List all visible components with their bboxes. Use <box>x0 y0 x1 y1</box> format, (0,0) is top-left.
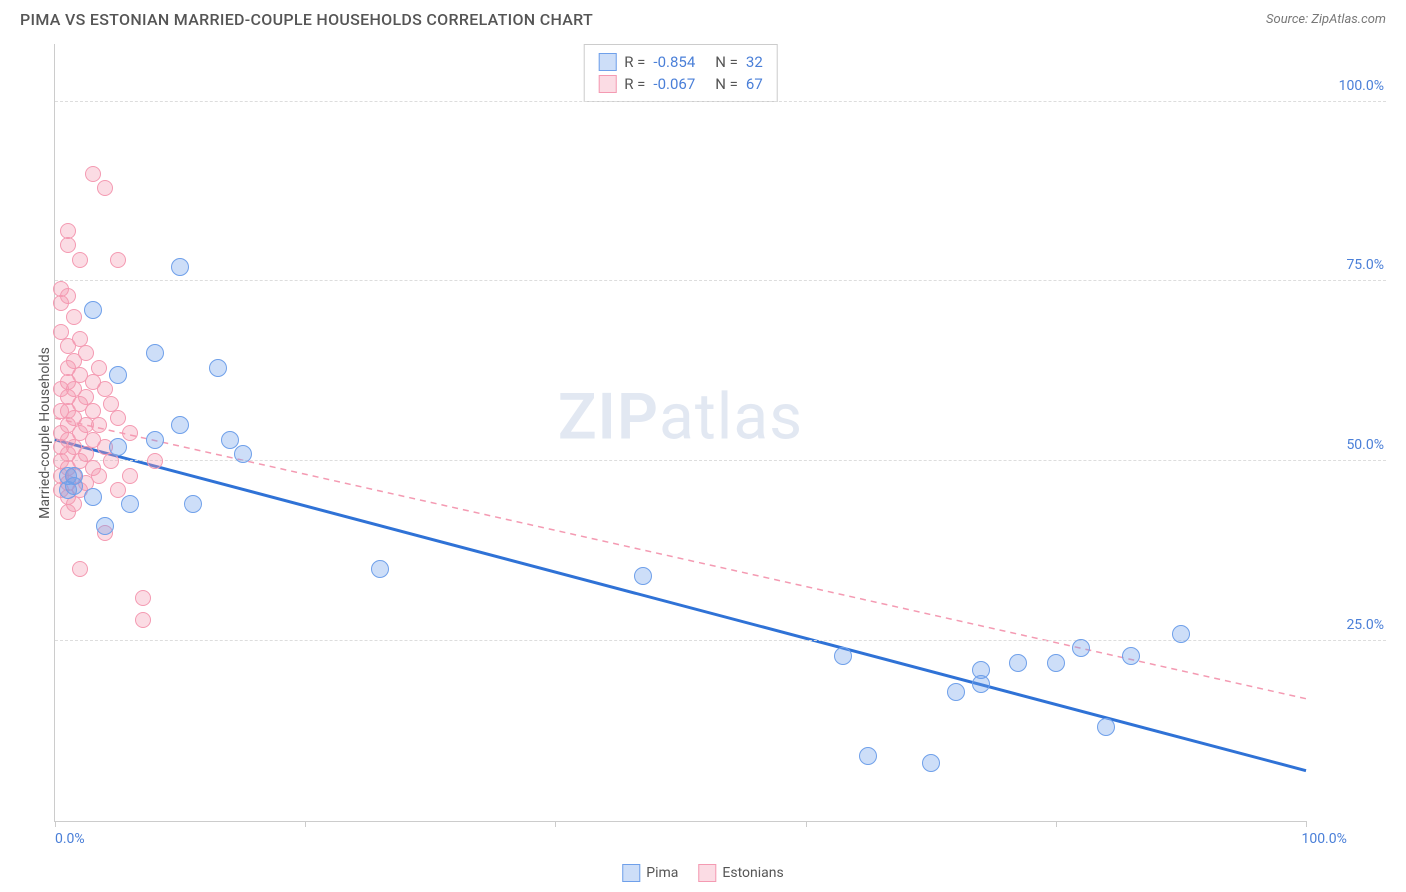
estonians-point <box>147 453 163 469</box>
estonians-point <box>122 425 138 441</box>
source-label: Source: ZipAtlas.com <box>1266 12 1386 27</box>
pima-point <box>634 567 652 585</box>
trend-lines-svg <box>55 44 1306 821</box>
x-tick <box>555 821 556 827</box>
pima-point <box>972 661 990 679</box>
stat-r-label: R = <box>624 75 645 93</box>
estonians-point <box>72 561 88 577</box>
stat-r-value: -0.067 <box>653 75 695 93</box>
pima-point <box>146 344 164 362</box>
stats-swatch <box>598 53 616 71</box>
legend-item: Pima <box>622 864 678 882</box>
estonians-point <box>135 590 151 606</box>
estonians-point <box>122 468 138 484</box>
x-tick <box>1306 821 1307 827</box>
pima-point <box>1172 625 1190 643</box>
estonians-point <box>97 180 113 196</box>
estonians-point <box>60 237 76 253</box>
pima-point <box>171 258 189 276</box>
chart-container: Married-couple Households ZIPatlas R =-0… <box>20 44 1386 852</box>
y-tick-label: 25.0% <box>1346 617 1384 633</box>
chart-title: PIMA VS ESTONIAN MARRIED-COUPLE HOUSEHOL… <box>20 10 593 29</box>
legend-swatch <box>622 864 640 882</box>
pima-point <box>146 431 164 449</box>
y-tick-label: 75.0% <box>1346 257 1384 273</box>
pima-trend-line <box>55 440 1306 771</box>
stat-n-label: N = <box>715 75 738 93</box>
pima-point <box>1072 639 1090 657</box>
stats-swatch <box>598 75 616 93</box>
x-tick <box>806 821 807 827</box>
x-tick-label-left: 0.0% <box>55 831 85 847</box>
y-tick-label: 50.0% <box>1346 437 1384 453</box>
x-tick <box>305 821 306 827</box>
estonians-point <box>66 309 82 325</box>
estonians-point <box>78 345 94 361</box>
pima-point <box>922 754 940 772</box>
estonians-point <box>110 410 126 426</box>
pima-point <box>109 366 127 384</box>
pima-point <box>947 683 965 701</box>
estonians-point <box>60 288 76 304</box>
estonians-point <box>110 482 126 498</box>
gridline <box>55 460 1386 461</box>
estonians-point <box>91 417 107 433</box>
stats-row: R = -0.854 N = 32 <box>598 51 763 73</box>
pima-point <box>1122 647 1140 665</box>
pima-point <box>234 445 252 463</box>
legend-item: Estonians <box>698 864 783 882</box>
x-tick <box>55 821 56 827</box>
estonians-point <box>91 468 107 484</box>
legend-label: Pima <box>646 865 678 881</box>
stat-r-label: R = <box>624 53 645 71</box>
pima-point <box>65 467 83 485</box>
estonians-point <box>91 360 107 376</box>
stat-n-value: 32 <box>746 53 763 71</box>
plot-area: Married-couple Households ZIPatlas R =-0… <box>54 44 1306 822</box>
pima-point <box>834 647 852 665</box>
estonians-point <box>135 612 151 628</box>
chart-header: PIMA VS ESTONIAN MARRIED-COUPLE HOUSEHOL… <box>0 0 1406 35</box>
bottom-legend: Pima Estonians <box>622 864 783 882</box>
estonians-point <box>110 252 126 268</box>
pima-point <box>96 517 114 535</box>
gridline <box>55 280 1386 281</box>
pima-point <box>171 416 189 434</box>
y-axis-label: Married-couple Households <box>37 347 53 519</box>
x-tick-label-right: 100.0% <box>1301 831 1346 847</box>
pima-point <box>1047 654 1065 672</box>
pima-point <box>209 359 227 377</box>
stats-box: R = -0.854 N = 32 R = -0.067 N = 67 <box>583 44 778 102</box>
pima-point <box>84 488 102 506</box>
legend-swatch <box>698 864 716 882</box>
pima-point <box>109 438 127 456</box>
stat-r-value: -0.854 <box>653 53 695 71</box>
pima-point <box>1097 718 1115 736</box>
pima-point <box>1009 654 1027 672</box>
stats-row: R = -0.067 N = 67 <box>598 73 763 95</box>
legend-label: Estonians <box>722 865 783 881</box>
stat-n-value: 67 <box>746 75 763 93</box>
stat-n-label: N = <box>715 53 738 71</box>
pima-point <box>859 747 877 765</box>
pima-point <box>371 560 389 578</box>
y-tick-label: 100.0% <box>1339 78 1384 94</box>
x-tick <box>1056 821 1057 827</box>
pima-point <box>84 301 102 319</box>
pima-point <box>121 495 139 513</box>
gridline <box>55 101 1386 102</box>
estonians-point <box>85 166 101 182</box>
estonians-point <box>72 252 88 268</box>
pima-point <box>184 495 202 513</box>
